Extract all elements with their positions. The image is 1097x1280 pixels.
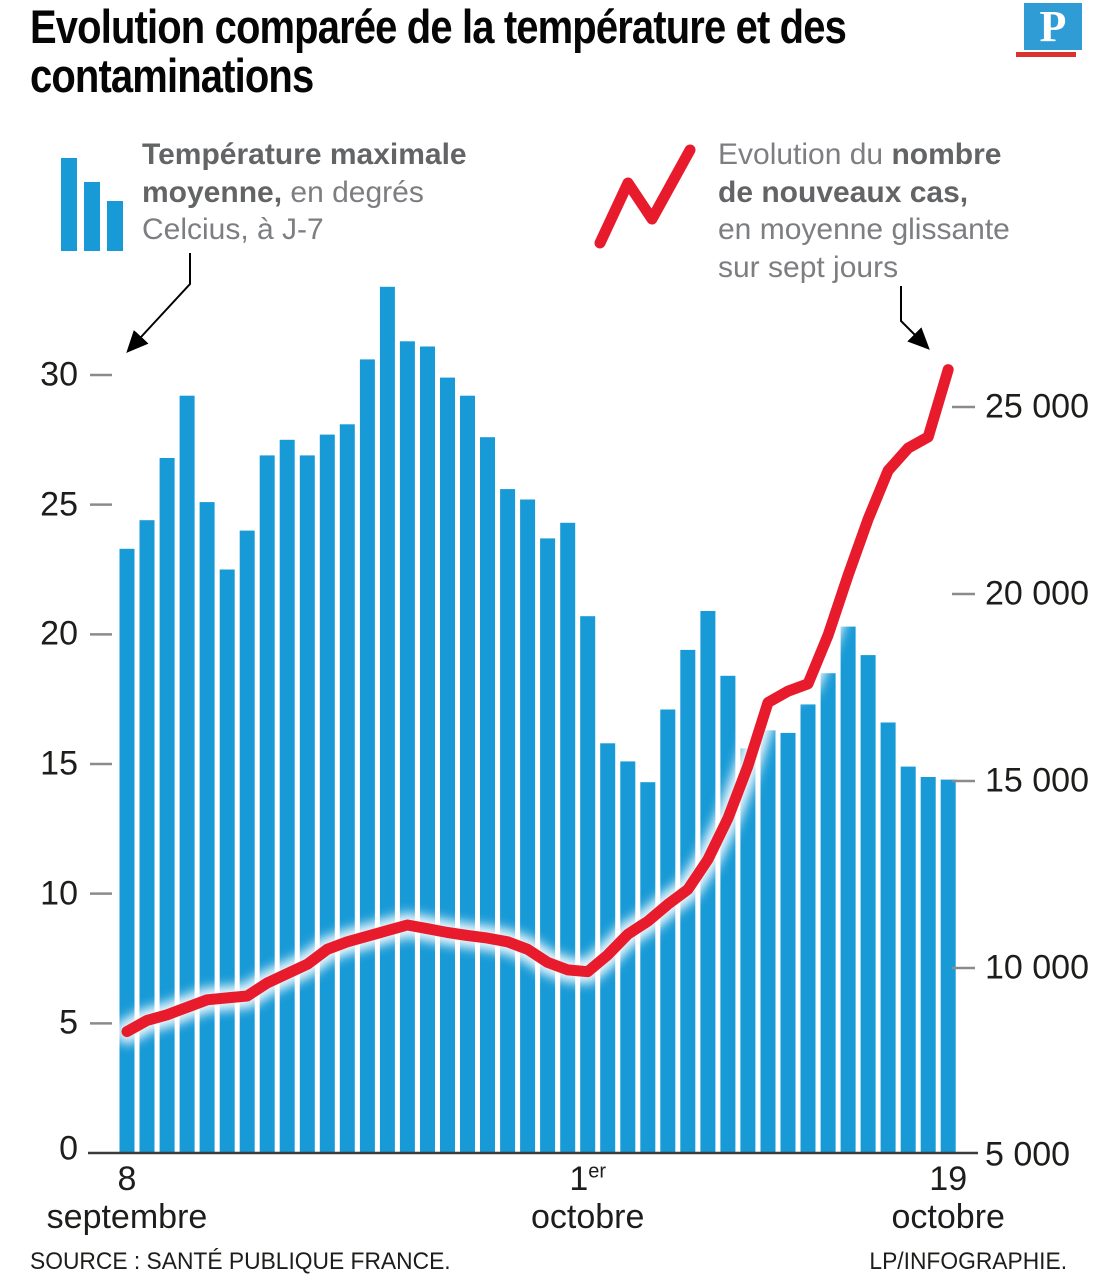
temperature-annotation-arrow xyxy=(126,253,191,353)
temperature-bar xyxy=(339,424,355,1153)
temperature-bar xyxy=(299,455,315,1153)
temperature-bar xyxy=(359,359,375,1153)
temperature-bar xyxy=(880,722,896,1153)
x-axis-label: 19 octobre xyxy=(891,1160,1005,1236)
right-axis-tick-label: 5 000 xyxy=(985,1135,1071,1174)
temperature-bars-series xyxy=(119,286,956,1154)
temperature-bar xyxy=(580,616,596,1153)
temperature-bar xyxy=(920,777,936,1153)
legend-temperature-bold2: moyenne, xyxy=(142,175,283,209)
logo-square xyxy=(1024,3,1082,50)
cases-annotation-arrow xyxy=(900,286,930,350)
temperature-bar xyxy=(560,522,576,1153)
axes xyxy=(88,373,978,1155)
legend-cases-label: Evolution du nombre de nouveaux cas, en … xyxy=(718,136,1058,286)
right-axis-tick-label: 25 000 xyxy=(985,387,1089,426)
temperature-bar xyxy=(780,732,796,1153)
temperature-bar xyxy=(940,779,956,1153)
legend-temperature-bold1: Température maximale xyxy=(142,138,467,171)
temperature-bar xyxy=(640,782,656,1153)
left-axis-tick-label: 0 xyxy=(59,1129,78,1168)
legend-cases-reg3: en moyenne glissante xyxy=(718,213,1010,246)
temperature-bar xyxy=(900,766,916,1153)
temperature-bar xyxy=(480,437,495,1153)
temperature-bar xyxy=(379,286,395,1153)
cases-line-series xyxy=(121,364,954,1038)
temperature-bar xyxy=(520,499,536,1153)
temperature-bar xyxy=(440,377,455,1154)
temperature-bar xyxy=(139,520,155,1153)
legend-cases-bold1: nombre xyxy=(891,138,1002,171)
source-credit: SOURCE : SANTÉ PUBLIQUE FRANCE. xyxy=(30,1248,451,1275)
right-axis-tick-label: 20 000 xyxy=(985,574,1089,613)
temperature-bar xyxy=(540,538,556,1153)
left-axis-tick-label: 15 xyxy=(40,744,78,783)
temperature-bar xyxy=(720,675,736,1153)
temperature-bar xyxy=(219,569,235,1153)
left-axis-tick-label: 30 xyxy=(40,355,78,394)
temperature-bar xyxy=(199,502,215,1154)
temperature-bar xyxy=(860,655,876,1153)
temperature-bar xyxy=(460,395,475,1153)
temperature-bar xyxy=(660,709,676,1153)
temperature-bar xyxy=(800,704,816,1153)
legend-temperature-reg2: en degrés xyxy=(282,175,424,209)
temperature-bars-icon xyxy=(61,158,123,251)
temperature-bar xyxy=(700,611,716,1153)
temperature-bar xyxy=(840,626,856,1153)
temperature-bar xyxy=(159,458,175,1153)
temperature-bar xyxy=(420,346,435,1153)
temperature-bar xyxy=(319,434,335,1154)
right-axis-tick-label: 15 000 xyxy=(985,761,1089,800)
logo-underline xyxy=(1016,52,1076,57)
temperature-bar xyxy=(500,489,516,1154)
legend-cases-reg4: sur sept jours xyxy=(718,250,899,284)
temperature-bar xyxy=(399,341,415,1153)
left-axis-tick-label: 10 xyxy=(40,874,78,913)
left-axis-tick-label: 20 xyxy=(40,614,78,653)
temperature-bar xyxy=(259,455,275,1153)
temperature-bar xyxy=(760,730,776,1153)
page-title: Evolution comparée de la température et … xyxy=(30,0,847,102)
temperature-bar xyxy=(620,761,636,1153)
temperature-bar xyxy=(820,673,836,1153)
cases-line-icon xyxy=(594,144,696,249)
lp-credit: LP/INFOGRAPHIE. xyxy=(869,1248,1067,1275)
left-axis-tick-label: 25 xyxy=(40,485,78,524)
legend-cases-reg1: Evolution du xyxy=(718,138,892,171)
temperature-bar xyxy=(239,530,255,1153)
le-parisien-logo: P xyxy=(1024,3,1082,50)
legend-temperature-reg3: Celcius, à J-7 xyxy=(142,213,324,246)
legend-temperature-label: Température maximale moyenne, en degrés … xyxy=(142,136,532,249)
temperature-bar xyxy=(179,395,195,1153)
legend-cases-bold2: de nouveaux cas, xyxy=(718,175,969,209)
cases-line xyxy=(121,364,954,1038)
x-axis-label: 8 septembre xyxy=(46,1160,208,1236)
x-axis-label: 1er octobre xyxy=(530,1160,645,1236)
temperature-bar xyxy=(279,439,295,1153)
left-axis-tick-label: 5 xyxy=(59,1003,78,1042)
logo-letter: P xyxy=(1039,1,1067,51)
temperature-bar xyxy=(119,548,135,1153)
temperature-bar xyxy=(740,748,756,1153)
right-axis-tick-label: 10 000 xyxy=(985,948,1089,987)
